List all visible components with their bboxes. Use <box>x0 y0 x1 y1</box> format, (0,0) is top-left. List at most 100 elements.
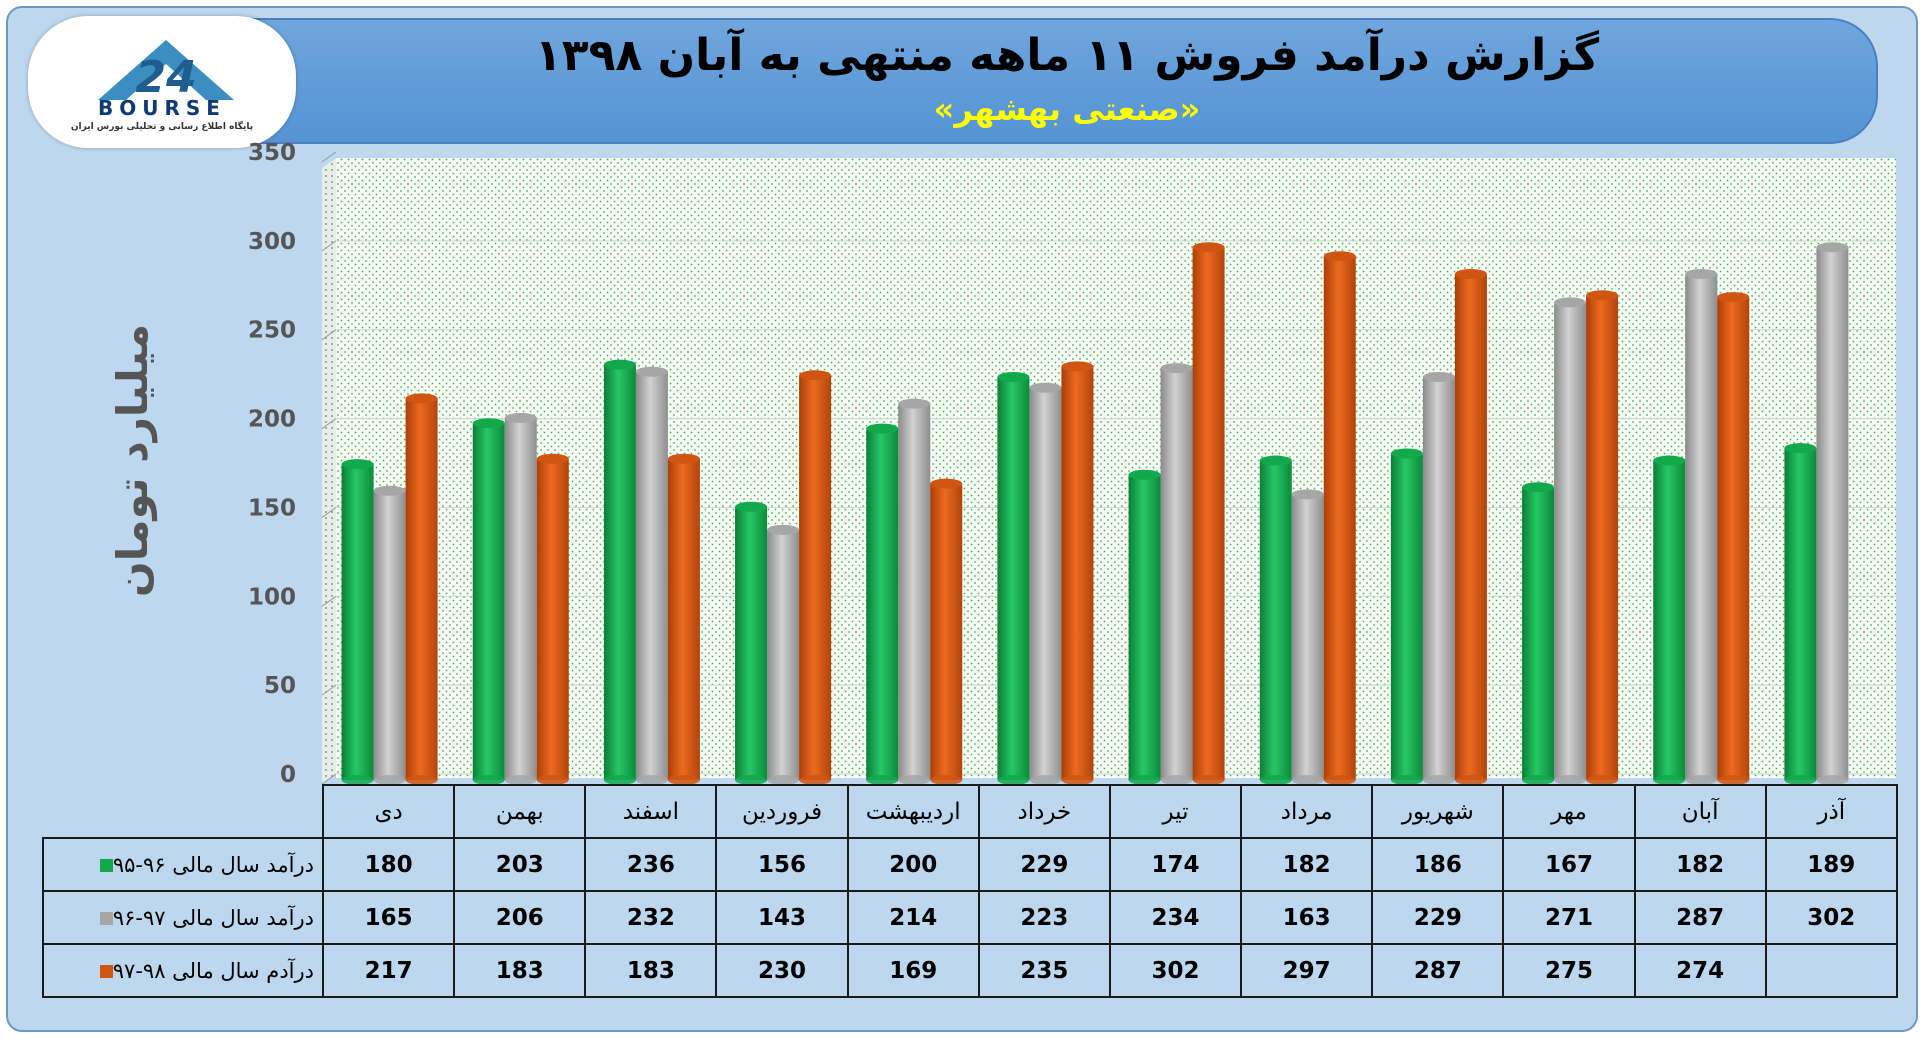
data-value: 234 <box>1108 890 1243 945</box>
data-value: 271 <box>1502 890 1636 945</box>
bar-body <box>930 483 963 780</box>
category-label: فروردین <box>715 784 849 839</box>
bar <box>1390 448 1423 785</box>
category-label: مهر <box>1502 784 1636 839</box>
y-tick-label: 200 <box>248 407 296 433</box>
data-value: 302 <box>1108 943 1243 998</box>
bar-bottom <box>930 775 963 785</box>
bar <box>504 412 537 785</box>
bar-top <box>1454 268 1487 279</box>
bar <box>767 524 800 785</box>
data-value: 274 <box>1633 943 1767 998</box>
bar <box>472 418 505 785</box>
bar <box>866 423 899 785</box>
bar-top <box>405 393 438 404</box>
bar-body <box>1128 474 1161 780</box>
bar <box>1454 268 1487 785</box>
legend-swatch <box>99 859 113 872</box>
y-tick-label: 300 <box>248 229 296 255</box>
data-value <box>1764 943 1898 998</box>
bar <box>667 453 700 785</box>
bar-top <box>1192 242 1225 253</box>
bar-bottom <box>536 775 569 785</box>
data-value: 217 <box>321 943 456 998</box>
bar-top <box>1422 372 1455 383</box>
table-row: درآمد سال مالی ۹۷-۹۶ 165 206 232 143 214 223 23… <box>42 890 1898 945</box>
bar-bottom <box>1422 775 1455 785</box>
bar-body <box>405 398 438 780</box>
bar-bottom <box>1259 775 1292 785</box>
plot-side-wall <box>322 158 336 784</box>
bar-top <box>1259 455 1292 466</box>
bar-body <box>1160 368 1193 780</box>
data-value: 214 <box>846 890 980 945</box>
category-label: شهریور <box>1371 784 1505 839</box>
bar-body <box>1192 247 1225 780</box>
bar-body <box>1784 448 1817 780</box>
bar-bottom <box>373 775 406 785</box>
bourse-logo: 24 BOURSE پایگاه اطلاع رسانی و تحلیلی بو… <box>28 16 296 148</box>
bar-top <box>1653 455 1686 466</box>
bar <box>603 359 636 785</box>
bar-bottom <box>997 775 1030 785</box>
data-value: 232 <box>584 890 718 945</box>
bar-bottom <box>1291 775 1324 785</box>
legend-swatch <box>99 965 113 978</box>
bar-bottom <box>898 775 931 785</box>
data-value: 287 <box>1633 890 1767 945</box>
bar-bottom <box>667 775 700 785</box>
bar-bottom <box>866 775 899 785</box>
data-value: 229 <box>1371 890 1505 945</box>
data-value: 163 <box>1240 890 1374 945</box>
bar <box>373 485 406 785</box>
table-row: درآدم سال مالی ۹۸-۹۷ 217 183 183 230 169 235 30… <box>42 943 1898 998</box>
bar <box>635 366 668 785</box>
bar-bottom <box>1554 775 1587 785</box>
bar-bottom <box>504 775 537 785</box>
bar-top <box>997 372 1030 383</box>
data-value: 182 <box>1240 837 1374 892</box>
bar-body <box>1816 247 1849 780</box>
data-value: 165 <box>321 890 456 945</box>
y-tick-label: 100 <box>248 584 296 610</box>
bar-top <box>1586 290 1619 301</box>
category-label: آذر <box>1764 784 1898 839</box>
bar-body <box>1554 302 1587 780</box>
data-value: 223 <box>977 890 1111 945</box>
category-label: آبان <box>1633 784 1767 839</box>
bar-bottom <box>603 775 636 785</box>
series-name: درآمد سال مالی ۹۷-۹۶ <box>112 905 314 930</box>
bar-bottom <box>1029 775 1062 785</box>
data-value: 287 <box>1371 943 1505 998</box>
bar-top <box>373 485 406 496</box>
bar-top <box>603 359 636 370</box>
data-value: 235 <box>977 943 1111 998</box>
bar <box>1554 297 1587 785</box>
series-label: درآمد سال مالی ۹۷-۹۶ <box>42 890 324 945</box>
data-value: 183 <box>584 943 718 998</box>
bar <box>405 393 438 785</box>
bar <box>1160 363 1193 785</box>
data-value: 206 <box>453 890 587 945</box>
bar-body <box>997 377 1030 780</box>
bar-chart: 0 50 100 150 200 250 300 350 <box>248 140 1896 788</box>
svg-text:24: 24 <box>135 52 196 103</box>
data-value: 189 <box>1764 837 1898 892</box>
gridline-side <box>321 240 337 252</box>
bar <box>1653 455 1686 785</box>
bar-body <box>341 464 374 780</box>
chart-title: گزارش درآمد فروش ۱۱ ماهه منتهی به آبان ۱… <box>534 30 1600 81</box>
bar-top <box>635 366 668 377</box>
bar-body <box>472 423 505 780</box>
bar <box>1586 290 1619 785</box>
plot-background <box>322 158 1896 784</box>
bar-bottom <box>1192 775 1225 785</box>
data-value: 297 <box>1240 943 1374 998</box>
bar-bottom <box>1653 775 1686 785</box>
gridline-side <box>321 773 337 785</box>
bar-body <box>866 428 899 780</box>
bar <box>1784 443 1817 785</box>
y-tick-label: 150 <box>248 495 296 521</box>
bar-top <box>1685 268 1718 279</box>
bar-bottom <box>767 775 800 785</box>
